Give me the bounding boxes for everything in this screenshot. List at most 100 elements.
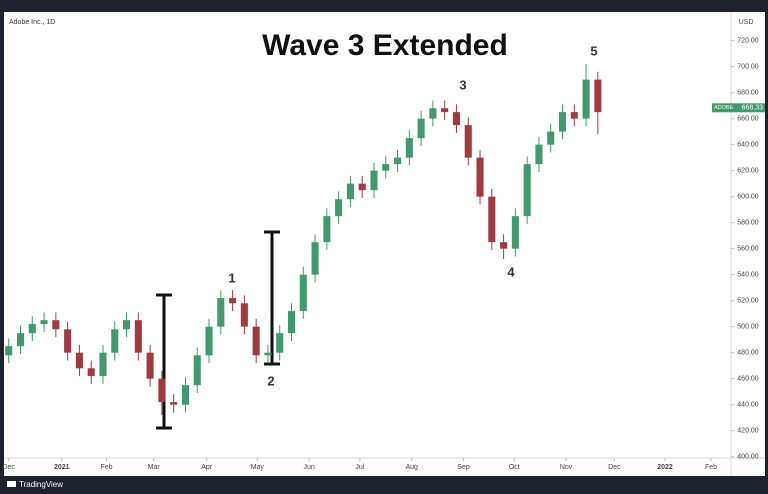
wave-label: 4 [507,264,515,279]
candle-body [335,199,343,217]
candle-body [170,402,178,405]
y-tick-label: 500.00 [737,324,759,331]
y-tick-label: 580.00 [737,219,759,226]
x-tick-label: Jun [304,464,315,471]
candle-body [111,329,119,353]
candle-body [287,311,296,334]
wave-label: 2 [267,373,274,388]
candle-body [370,170,378,191]
last-price-tag [712,103,765,113]
x-tick-label: Dec [2,464,15,471]
measure-bars [156,230,280,430]
candle-body [570,112,578,119]
candle-body [146,352,154,379]
candle-body [276,333,284,353]
candle-body [40,320,48,325]
candle-body [488,196,496,243]
candle-body [87,368,95,377]
y-tick-label: 680.00 [737,89,759,96]
candle-body [299,274,307,312]
candle-body [64,329,72,353]
candle-body [500,242,508,249]
candle-body [5,346,13,356]
candle-body [205,326,213,356]
x-tick-label: Jul [355,464,364,471]
candles [5,64,602,416]
candle-body [511,216,519,249]
x-tick-label: Feb [100,464,112,471]
candle-body [558,112,567,132]
y-tick-label: 560.00 [737,245,759,252]
chart-title: Wave 3 Extended [262,29,508,62]
candle-body [594,79,602,113]
candle-body [441,108,449,113]
candle-body [134,320,142,353]
symbol-label: Adobe Inc., 1D [9,19,55,26]
logo: TradingView [7,480,63,489]
y-tick-label: 440.00 [737,402,759,409]
y-tick-label: 600.00 [737,193,759,200]
x-tick-label: Apr [201,464,213,471]
x-tick-label: Nov [560,464,573,471]
y-tick-label: 700.00 [737,63,759,70]
y-tick-label: 660.00 [737,115,759,122]
candle-body [382,164,390,171]
x-tick-label: Aug [405,464,418,471]
last-price-value: 668.33 [742,105,764,112]
y-tick-label: 540.00 [737,272,759,279]
y-tick-label: 620.00 [737,167,759,174]
candle-body [582,79,590,119]
candle-body [358,183,366,191]
candle-body [523,164,531,217]
candle-body [535,144,543,165]
branding: TradingView [19,480,63,489]
candle-body [417,118,425,139]
candle-body [311,242,319,275]
y-tick-label: 720.00 [737,37,759,44]
currency: USD [739,19,754,26]
wave-label: 3 [459,77,466,92]
candle-body [75,352,83,369]
candle-body [452,112,460,126]
candle-body [99,352,107,377]
candle-body [123,320,131,330]
x-tick-label: Mar [148,464,161,471]
x-tick-label: Sep [457,464,470,471]
y-tick-label: 480.00 [737,350,759,357]
candle-body [464,125,472,158]
panel [4,12,765,476]
candle-body [405,138,413,158]
candle-body [323,216,331,243]
candle-body [394,157,402,165]
candle-body [52,320,60,330]
last-price-symbol: ADOBE [714,105,734,111]
candle-body [547,131,555,145]
x-tick-label: Feb [705,464,717,471]
candle-body [217,298,225,327]
x-tick-label: May [251,464,265,471]
candle-body [429,108,437,119]
y-tick-label: 400.00 [737,454,759,461]
y-tick-label: 420.00 [737,428,759,435]
candle-body [181,385,189,405]
logo-mark [7,481,16,487]
candle-body [28,324,36,334]
x-tick-label: 2021 [54,464,70,471]
candle-body [158,378,166,403]
y-tick-label: 520.00 [737,298,759,305]
candle-body [240,303,248,327]
y-tick-label: 640.00 [737,141,759,148]
candle-body [264,352,272,356]
x-tick-label: 2022 [657,464,673,471]
candle-body [16,333,25,347]
candle-body [252,326,260,356]
x-tick-label: Dec [608,464,621,471]
wave-label: 5 [590,43,597,58]
candle-body [476,157,484,197]
x-tick-label: Oct [509,464,520,471]
candle-body [346,183,354,200]
candle-body [193,355,201,386]
wave-label: 1 [228,270,235,285]
y-tick-label: 460.00 [737,376,759,383]
